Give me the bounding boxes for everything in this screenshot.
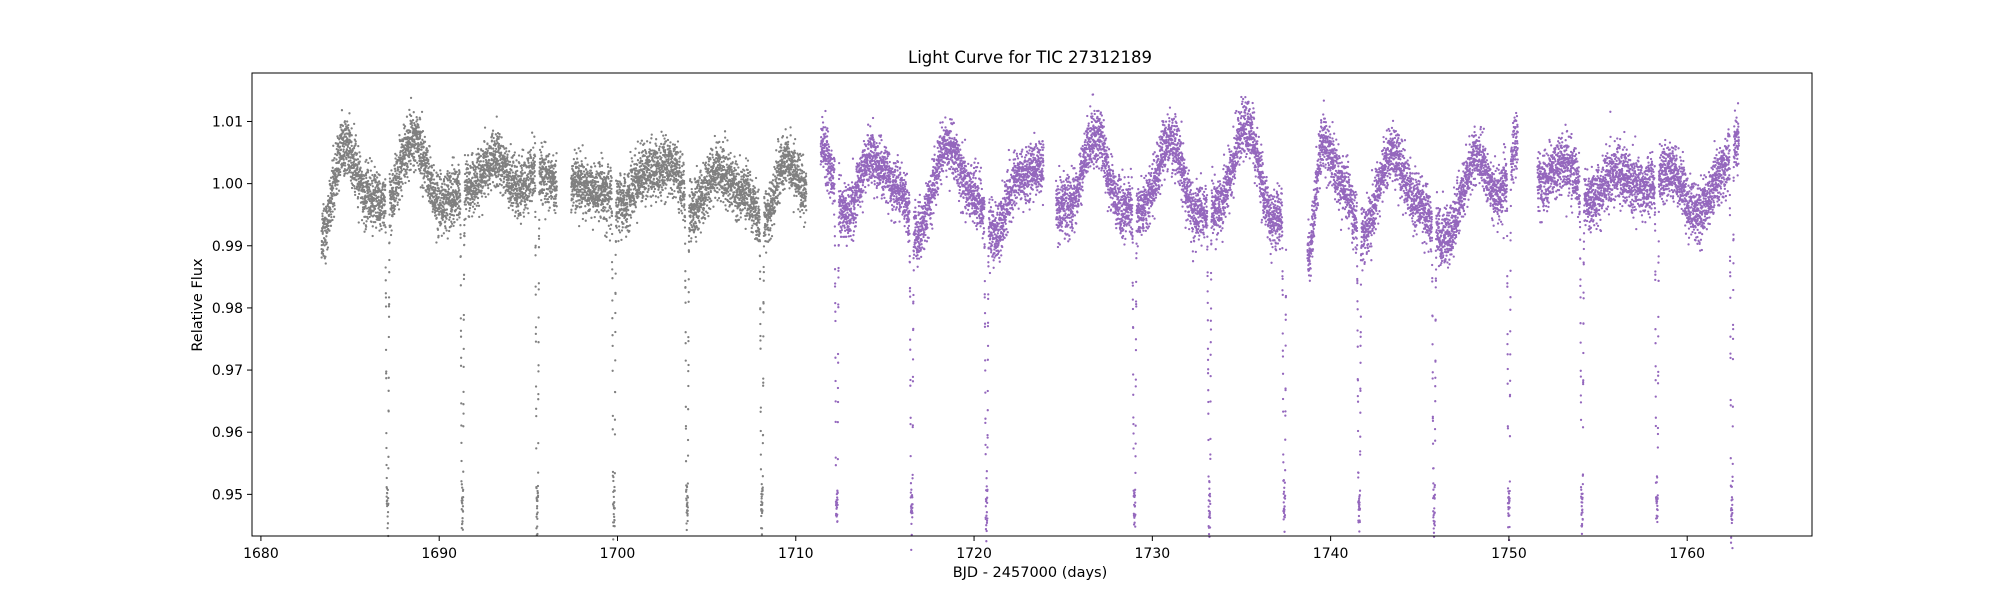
y-tick-label-0.97: 0.97 [212,363,243,379]
y-axis-label: Relative Flux [190,258,206,352]
x-tick-label-1740: 1740 [1313,546,1349,562]
y-tick-label-1.00: 1.00 [212,177,243,193]
x-tick-label-1690: 1690 [421,546,457,562]
x-tick-label-1760: 1760 [1669,546,1705,562]
x-tick-label-1730: 1730 [1135,546,1171,562]
x-tick-label-1680: 1680 [243,546,279,562]
series-0-points [320,96,808,541]
axes: 1680 1690 1700 1710 1720 1730 1740 1750 1760 0.95… [212,72,1813,562]
y-tick-label-0.96: 0.96 [212,425,243,441]
x-axis-label: BJD - 2457000 (days) [953,565,1108,581]
x-tick-label-1700: 1700 [600,546,636,562]
plot-frame [251,72,1813,537]
x-tick-label-1720: 1720 [956,546,992,562]
x-tick-label-1750: 1750 [1491,546,1527,562]
y-tick-label-0.99: 0.99 [212,239,243,255]
y-tick-label-1.01: 1.01 [212,114,243,130]
y-tick-label-0.98: 0.98 [212,301,243,317]
series-1 [819,93,1740,552]
chart-title: Light Curve for TIC 27312189 [908,48,1152,67]
series-1-points [819,93,1740,552]
x-tick-label-1710: 1710 [778,546,814,562]
data-points [320,93,1740,552]
series-0 [320,96,808,541]
y-tick-label-0.95: 0.95 [212,487,243,503]
